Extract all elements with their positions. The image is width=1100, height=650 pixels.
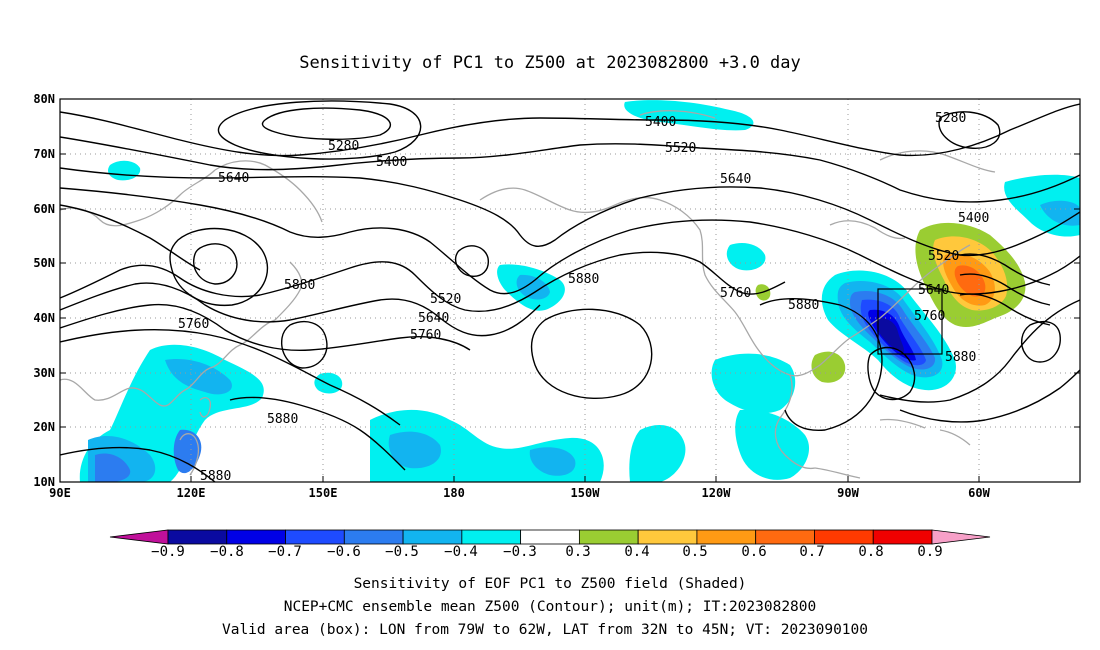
- shade-negative-atlantic-north-inner: [1040, 200, 1080, 226]
- colorbar-label: 0.3: [565, 544, 590, 560]
- shade-negative-small: [314, 372, 343, 394]
- contour-label: 5880: [267, 412, 298, 427]
- colorbar-cell: [872, 529, 933, 545]
- longitude-labels: 90E 120E 150E 180 150W 120W 90W 60W: [49, 486, 990, 500]
- colorbar-cell: [578, 529, 639, 545]
- tick-marks: [60, 98, 1080, 483]
- contour-label: 5640: [720, 172, 751, 187]
- contour-label: 5280: [328, 139, 359, 154]
- colorbar-cell: [461, 529, 522, 545]
- colorbar-cell: [696, 529, 757, 545]
- contour-label: 5760: [914, 309, 945, 324]
- contour-label: 5520: [430, 292, 461, 307]
- colorbar-cells: [167, 529, 933, 545]
- colorbar-label: −0.8: [210, 544, 244, 560]
- contour-label: 5880: [568, 272, 599, 287]
- lat-tick-label: 10N: [33, 475, 55, 489]
- lat-tick-label: 20N: [33, 420, 55, 434]
- contour-label: 5400: [958, 211, 989, 226]
- shade-positive-nw-atlantic-core: [954, 265, 986, 297]
- lon-tick-label: 150E: [309, 486, 338, 500]
- map-panel: 5280 5400 5640 5400 5520 5640 5280 5400 …: [60, 99, 1080, 484]
- lon-tick-label: 90W: [837, 486, 859, 500]
- lat-tick-label: 80N: [33, 92, 55, 106]
- colorbar: −0.9 −0.8 −0.7 −0.6 −0.5 −0.4 −0.3 0.3 0…: [109, 529, 991, 560]
- colorbar-cell: [226, 529, 286, 545]
- shade-positive-south: [811, 351, 846, 383]
- map-frame: [59, 98, 1081, 483]
- contour-label: 5640: [418, 311, 449, 326]
- contour-label: 5400: [376, 155, 407, 170]
- caption-line-1: Sensitivity of EOF PC1 to Z500 field (Sh…: [354, 576, 747, 592]
- colorbar-label: −0.9: [151, 544, 185, 560]
- shade-negative-gulf: [711, 353, 796, 414]
- contour-label-group: 5280 5400 5640 5400 5520 5640 5280 5400 …: [178, 111, 989, 484]
- contour-label: 5880: [284, 278, 315, 293]
- grid-lines: [60, 99, 1080, 482]
- lat-tick-label: 30N: [33, 366, 55, 380]
- colorbar-label: 0.7: [799, 544, 824, 560]
- shade-negative-philippines: [173, 429, 202, 474]
- caption: Sensitivity of EOF PC1 to Z500 field (Sh…: [222, 576, 868, 638]
- contour-label: 5400: [645, 115, 676, 130]
- contour-label: 5880: [200, 469, 231, 484]
- lat-tick-label: 60N: [33, 202, 55, 216]
- colorbar-high-arrow: [931, 529, 991, 545]
- coastlines: [60, 110, 996, 479]
- colorbar-cell: [285, 529, 345, 545]
- lat-tick-label: 50N: [33, 256, 55, 270]
- shade-negative-central-canada: [726, 243, 766, 271]
- colorbar-label: 0.9: [917, 544, 942, 560]
- lon-tick-label: 150W: [571, 486, 601, 500]
- lat-tick-label: 70N: [33, 147, 55, 161]
- colorbar-label: 0.6: [741, 544, 766, 560]
- contour-label: 5640: [918, 283, 949, 298]
- caption-line-2: NCEP+CMC ensemble mean Z500 (Contour); u…: [284, 599, 817, 615]
- shade-negative-trough-inner: [516, 274, 550, 300]
- lon-tick-label: 60W: [968, 486, 990, 500]
- colorbar-label: −0.4: [444, 544, 478, 560]
- shade-negative-cpac-inner: [388, 431, 441, 469]
- contour-label: 5760: [178, 317, 209, 332]
- valid-area-box: [877, 288, 943, 355]
- colorbar-label: 0.8: [858, 544, 883, 560]
- colorbar-cell: [520, 529, 580, 545]
- contour-label: 5760: [720, 286, 751, 301]
- shade-negative-tropical-east: [629, 425, 686, 482]
- colorbar-low-arrow: [109, 529, 169, 545]
- colorbar-cell: [402, 529, 463, 545]
- colorbar-cell: [814, 529, 874, 545]
- colorbar-cell: [637, 529, 698, 545]
- colorbar-labels: −0.9 −0.8 −0.7 −0.6 −0.5 −0.4 −0.3 0.3 0…: [151, 544, 943, 560]
- lon-tick-label: 180: [443, 486, 465, 500]
- contour-label: 5520: [928, 249, 959, 264]
- colorbar-label: −0.3: [503, 544, 537, 560]
- z500-contours: [60, 100, 1080, 482]
- lon-tick-label: 90E: [49, 486, 71, 500]
- colorbar-cell: [755, 529, 815, 545]
- lon-tick-label: 120E: [177, 486, 206, 500]
- latitude-labels: 80N 70N 60N 50N 40N 30N 20N 10N: [33, 92, 55, 489]
- colorbar-label: −0.5: [385, 544, 419, 560]
- colorbar-label: 0.4: [624, 544, 649, 560]
- contour-label: 5280: [935, 111, 966, 126]
- contour-label: 5520: [665, 141, 696, 156]
- contour-label: 5880: [945, 350, 976, 365]
- colorbar-cell: [343, 529, 404, 545]
- shade-negative-sw-core: [95, 453, 131, 482]
- contour-label: 5640: [218, 171, 249, 186]
- contour-label: 5880: [788, 298, 819, 313]
- lon-tick-label: 120W: [702, 486, 732, 500]
- colorbar-label: 0.5: [682, 544, 707, 560]
- colorbar-cell: [167, 529, 228, 545]
- colorbar-label: −0.7: [268, 544, 302, 560]
- contour-label: 5760: [410, 328, 441, 343]
- colorbar-label: −0.6: [327, 544, 361, 560]
- shade-negative-cpac-east: [529, 447, 576, 476]
- shade-negative-east-us-core: [876, 317, 905, 352]
- caption-line-3: Valid area (box): LON from 79W to 62W, L…: [222, 622, 868, 638]
- lat-tick-label: 40N: [33, 311, 55, 325]
- figure-title: Sensitivity of PC1 to Z500 at 2023082800…: [299, 53, 801, 73]
